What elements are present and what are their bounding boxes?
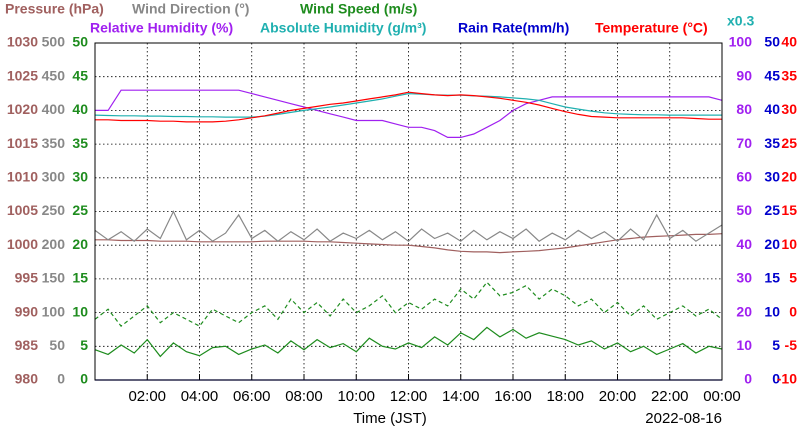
plot-frame <box>94 42 723 381</box>
y-tick-label: 40 <box>736 236 752 252</box>
y-tick-label: 50 <box>736 202 752 218</box>
series-line <box>94 210 723 242</box>
x-tick-label: 16:00 <box>494 388 532 405</box>
legend-label: Pressure (hPa) <box>5 1 104 17</box>
legend-label: Wind Direction (°) <box>132 1 249 17</box>
y-tick-label: 40 <box>764 101 780 117</box>
y-tick-label: 200 <box>42 236 66 252</box>
y-tick-label: 400 <box>42 101 66 117</box>
y-tick-label: 0 <box>789 303 797 319</box>
legend-label: Temperature (°C) <box>595 20 708 36</box>
y-tick-label: 45 <box>764 67 780 83</box>
y-tick-label: 980 <box>15 371 39 387</box>
x-tick-label: 08:00 <box>285 388 323 405</box>
y-tick-label: 1030 <box>7 34 38 50</box>
y-tick-label: 40 <box>781 34 797 50</box>
y-tick-label: 35 <box>72 135 88 151</box>
y-tick-label: 80 <box>736 101 752 117</box>
y-tick-label: 10 <box>781 236 797 252</box>
y-tick-label: 25 <box>72 202 88 218</box>
y-tick-label: 100 <box>42 303 66 319</box>
x-tick-label: 06:00 <box>233 388 271 405</box>
y-tick-label: 1000 <box>7 236 38 252</box>
y-tick-label: 35 <box>764 135 780 151</box>
x-tick-label: 20:00 <box>599 388 637 405</box>
legend-label: Relative Humidity (%) <box>90 20 233 36</box>
y-tick-label: 100 <box>729 34 753 50</box>
x-tick-label: 14:00 <box>442 388 480 405</box>
x-tick-label: 18:00 <box>546 388 584 405</box>
y-tick-label: -5 <box>785 337 798 353</box>
series-line <box>94 92 722 118</box>
y-tick-label: 30 <box>72 169 88 185</box>
y-tick-label: 25 <box>781 135 797 151</box>
y-tick-label: 15 <box>72 270 88 286</box>
x-tick-label: 12:00 <box>390 388 428 405</box>
y-tick-label: 1015 <box>7 135 38 151</box>
y-tick-label: -10 <box>777 371 797 387</box>
y-tick-label: 40 <box>72 101 88 117</box>
legend-label: Rain Rate(mm/h) <box>458 20 569 36</box>
legend-label: Wind Speed (m/s) <box>300 1 417 17</box>
y-tick-label: 20 <box>72 236 88 252</box>
y-tick-label: 150 <box>42 270 66 286</box>
y-tick-label: 0 <box>772 371 780 387</box>
y-tick-label: 35 <box>781 67 797 83</box>
y-tick-label: 90 <box>736 67 752 83</box>
y-tick-label: 10 <box>764 303 780 319</box>
y-tick-label: 350 <box>42 135 66 151</box>
y-tick-label: 500 <box>42 34 66 50</box>
series-line <box>94 281 723 327</box>
x-tick-label: 04:00 <box>181 388 219 405</box>
y-tick-label: 50 <box>764 34 780 50</box>
x-axis-title: Time (JST) <box>353 410 427 427</box>
y-tick-label: 30 <box>764 169 780 185</box>
y-tick-label: 0 <box>744 371 752 387</box>
y-tick-label: 20 <box>764 236 780 252</box>
date-label: 2022-08-16 <box>645 410 722 427</box>
y-tick-label: 25 <box>764 202 780 218</box>
y-tick-label: 5 <box>772 337 780 353</box>
y-tick-label: 300 <box>42 169 66 185</box>
y-tick-label: 1020 <box>7 101 38 117</box>
y-tick-label: 995 <box>15 270 39 286</box>
y-tick-label: 15 <box>781 202 797 218</box>
y-tick-label: 10 <box>736 337 752 353</box>
y-tick-label: 30 <box>736 270 752 286</box>
series-line <box>95 91 722 123</box>
y-tick-label: 50 <box>72 34 88 50</box>
y-tick-label: 1005 <box>7 202 38 218</box>
y-tick-label: 70 <box>736 135 752 151</box>
y-tick-label: 450 <box>42 67 66 83</box>
x-tick-label: 00:00 <box>703 388 741 405</box>
axis-note: x0.3 <box>727 13 754 29</box>
y-tick-label: 985 <box>15 337 39 353</box>
y-tick-label: 5 <box>80 337 88 353</box>
series-line <box>95 233 723 254</box>
series-line <box>95 89 723 138</box>
legend-label: Absolute Humidity (g/m³) <box>260 20 426 36</box>
y-tick-label: 30 <box>781 101 797 117</box>
y-tick-label: 10 <box>72 303 88 319</box>
y-tick-label: 0 <box>57 371 65 387</box>
y-tick-label: 15 <box>764 270 780 286</box>
x-tick-label: 02:00 <box>128 388 166 405</box>
y-tick-label: 45 <box>72 67 88 83</box>
series-line <box>94 326 723 358</box>
y-tick-label: 20 <box>736 303 752 319</box>
y-tick-label: 60 <box>736 169 752 185</box>
y-tick-label: 5 <box>789 270 797 286</box>
y-tick-label: 990 <box>15 303 39 319</box>
x-tick-label: 10:00 <box>337 388 375 405</box>
y-tick-label: 0 <box>80 371 88 387</box>
y-tick-label: 1025 <box>7 67 38 83</box>
y-tick-label: 50 <box>49 337 65 353</box>
y-tick-label: 1010 <box>7 169 38 185</box>
y-tick-label: 20 <box>781 169 797 185</box>
y-tick-label: 250 <box>42 202 66 218</box>
x-tick-label: 22:00 <box>651 388 689 405</box>
